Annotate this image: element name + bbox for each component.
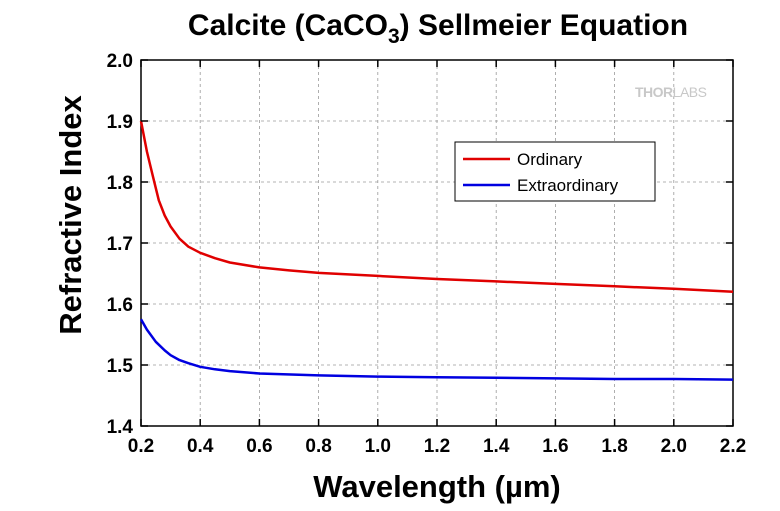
x-tick-label: 0.4 [187,436,214,457]
y-tick-label: 1.6 [107,295,133,316]
legend-label-ordinary: Ordinary [517,150,583,169]
x-tick-label: 1.8 [601,436,627,457]
y-tick-label: 1.8 [107,173,133,194]
y-axis-tick-labels: 1.4 1.5 1.6 1.7 1.8 1.9 2.0 [107,51,134,438]
legend-label-extraordinary: Extraordinary [517,176,619,195]
y-tick-label: 1.5 [107,356,134,377]
x-axis-tick-labels: 0.2 0.4 0.6 0.8 1.0 1.2 1.4 1.6 1.8 2.0 2.2 [128,436,746,457]
x-tick-label: 1.4 [483,436,510,457]
axis-ticks [140,59,734,427]
chart-title: Calcite (CaCO3) Sellmeier Equation [188,9,688,48]
x-tick-label: 1.2 [424,436,450,457]
series-layer [139,120,734,381]
x-tick-label: 0.2 [128,436,154,457]
legend: Ordinary Extraordinary [454,141,656,202]
watermark-thor: THOR [635,84,673,100]
chart-title-subscript: 3 [388,25,400,48]
series-line-ordinary [139,120,734,294]
watermark-labs: LABS [673,84,707,100]
x-tick-label: 0.6 [246,436,272,457]
y-tick-label: 2.0 [107,51,133,72]
x-axis-label: Wavelength (µm) [313,469,561,504]
y-axis-label: Refractive Index [53,94,88,334]
series-line-extraordinary [139,318,734,381]
x-tick-label: 2.0 [661,436,687,457]
y-tick-label: 1.9 [107,112,133,133]
x-tick-label: 1.6 [542,436,568,457]
watermark-logo: THORLABS [635,84,707,100]
legend-box [454,141,656,202]
chart-title-main: Calcite (CaCO [188,9,388,42]
x-tick-label: 0.8 [305,436,331,457]
y-tick-label: 1.7 [107,234,133,255]
x-tick-label: 1.0 [365,436,391,457]
y-tick-label: 1.4 [107,417,134,438]
x-tick-label: 2.2 [720,436,746,457]
chart-title-rest: ) Sellmeier Equation [400,9,688,42]
